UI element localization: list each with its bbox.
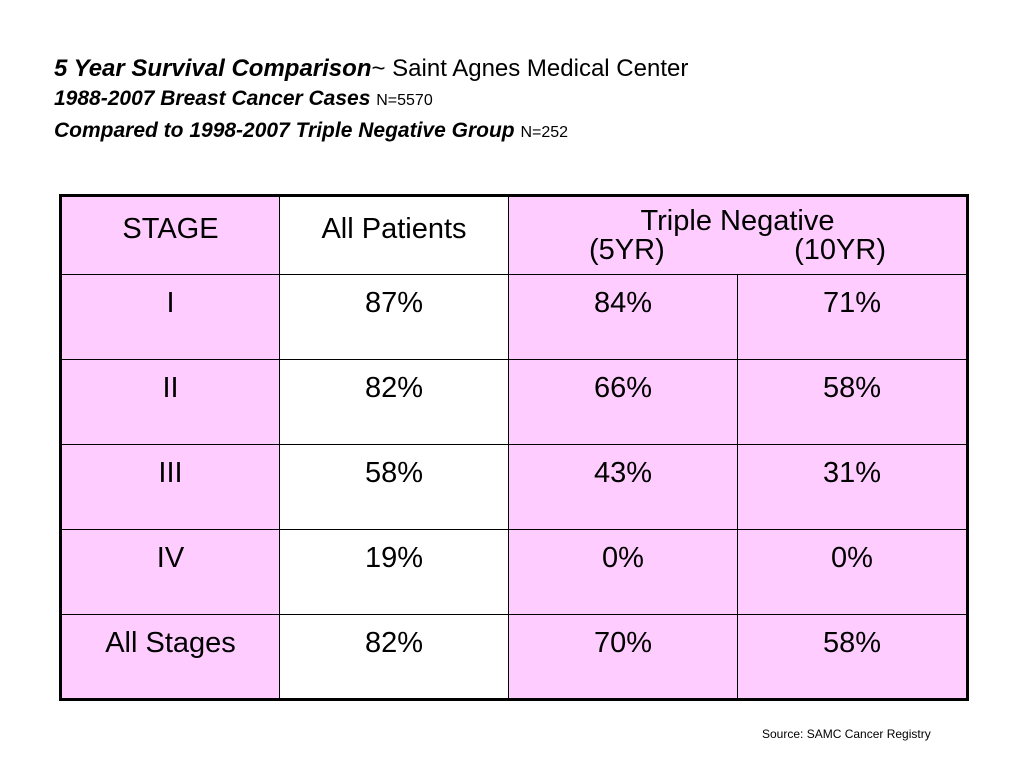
header-10yr: (10YR) [794, 234, 886, 266]
tn-5yr-cell: 0% [508, 529, 738, 615]
all-patients-cell: 19% [279, 529, 509, 615]
table-row: II 82% 66% 58% [60, 359, 968, 445]
header-5yr: (5YR) [589, 234, 665, 266]
stage-cell: II [60, 359, 280, 445]
stage-cell: III [60, 444, 280, 530]
title-line-1: 5 Year Survival Comparison~ Saint Agnes … [54, 54, 994, 84]
tn-5yr-cell: 84% [508, 274, 738, 360]
tn-10yr-cell: 71% [737, 274, 968, 360]
title-comparison-n: N=252 [520, 124, 569, 141]
source-note: Source: SAMC Cancer Registry [762, 727, 931, 741]
stage-cell: IV [60, 529, 280, 615]
stage-cell: I [60, 274, 280, 360]
header-all-patients: All Patients [279, 195, 509, 275]
survival-table: STAGE All Patients Triple Negative (5YR)… [59, 194, 969, 701]
table-row: IV 19% 0% 0% [60, 529, 968, 615]
title-line-3: Compared to 1998-2007 Triple Negative Gr… [54, 116, 994, 148]
title-main: 5 Year Survival Comparison [54, 55, 372, 82]
tn-10yr-cell: 58% [737, 359, 968, 445]
header-triple-negative-label: Triple Negative [640, 205, 835, 237]
table-row: III 58% 43% 31% [60, 444, 968, 530]
tn-10yr-cell: 31% [737, 444, 968, 530]
all-patients-cell: 82% [279, 614, 509, 700]
all-patients-cell: 82% [279, 359, 509, 445]
header-year-labels: (5YR) (10YR) [509, 236, 966, 265]
all-patients-cell: 87% [279, 274, 509, 360]
table-row: All Stages 82% 70% 58% [60, 614, 968, 700]
tn-10yr-cell: 0% [737, 529, 968, 615]
tn-5yr-cell: 70% [508, 614, 738, 700]
all-patients-cell: 58% [279, 444, 509, 530]
title-institution: ~ Saint Agnes Medical Center [371, 55, 689, 82]
tn-5yr-cell: 43% [508, 444, 738, 530]
header-triple-negative: Triple Negative (5YR) (10YR) [508, 195, 968, 275]
slide-title: 5 Year Survival Comparison~ Saint Agnes … [54, 54, 994, 148]
header-stage: STAGE [60, 195, 280, 275]
tn-10yr-cell: 58% [737, 614, 968, 700]
title-cases: 1988-2007 Breast Cancer Cases [54, 87, 371, 110]
table-header-row: STAGE All Patients Triple Negative (5YR)… [60, 195, 968, 275]
title-line-2: 1988-2007 Breast Cancer Cases N=5570 [54, 84, 994, 116]
title-cases-n: N=5570 [376, 92, 433, 109]
stage-cell: All Stages [60, 614, 280, 700]
tn-5yr-cell: 66% [508, 359, 738, 445]
title-comparison: Compared to 1998-2007 Triple Negative Gr… [54, 119, 515, 142]
table-row: I 87% 84% 71% [60, 274, 968, 360]
